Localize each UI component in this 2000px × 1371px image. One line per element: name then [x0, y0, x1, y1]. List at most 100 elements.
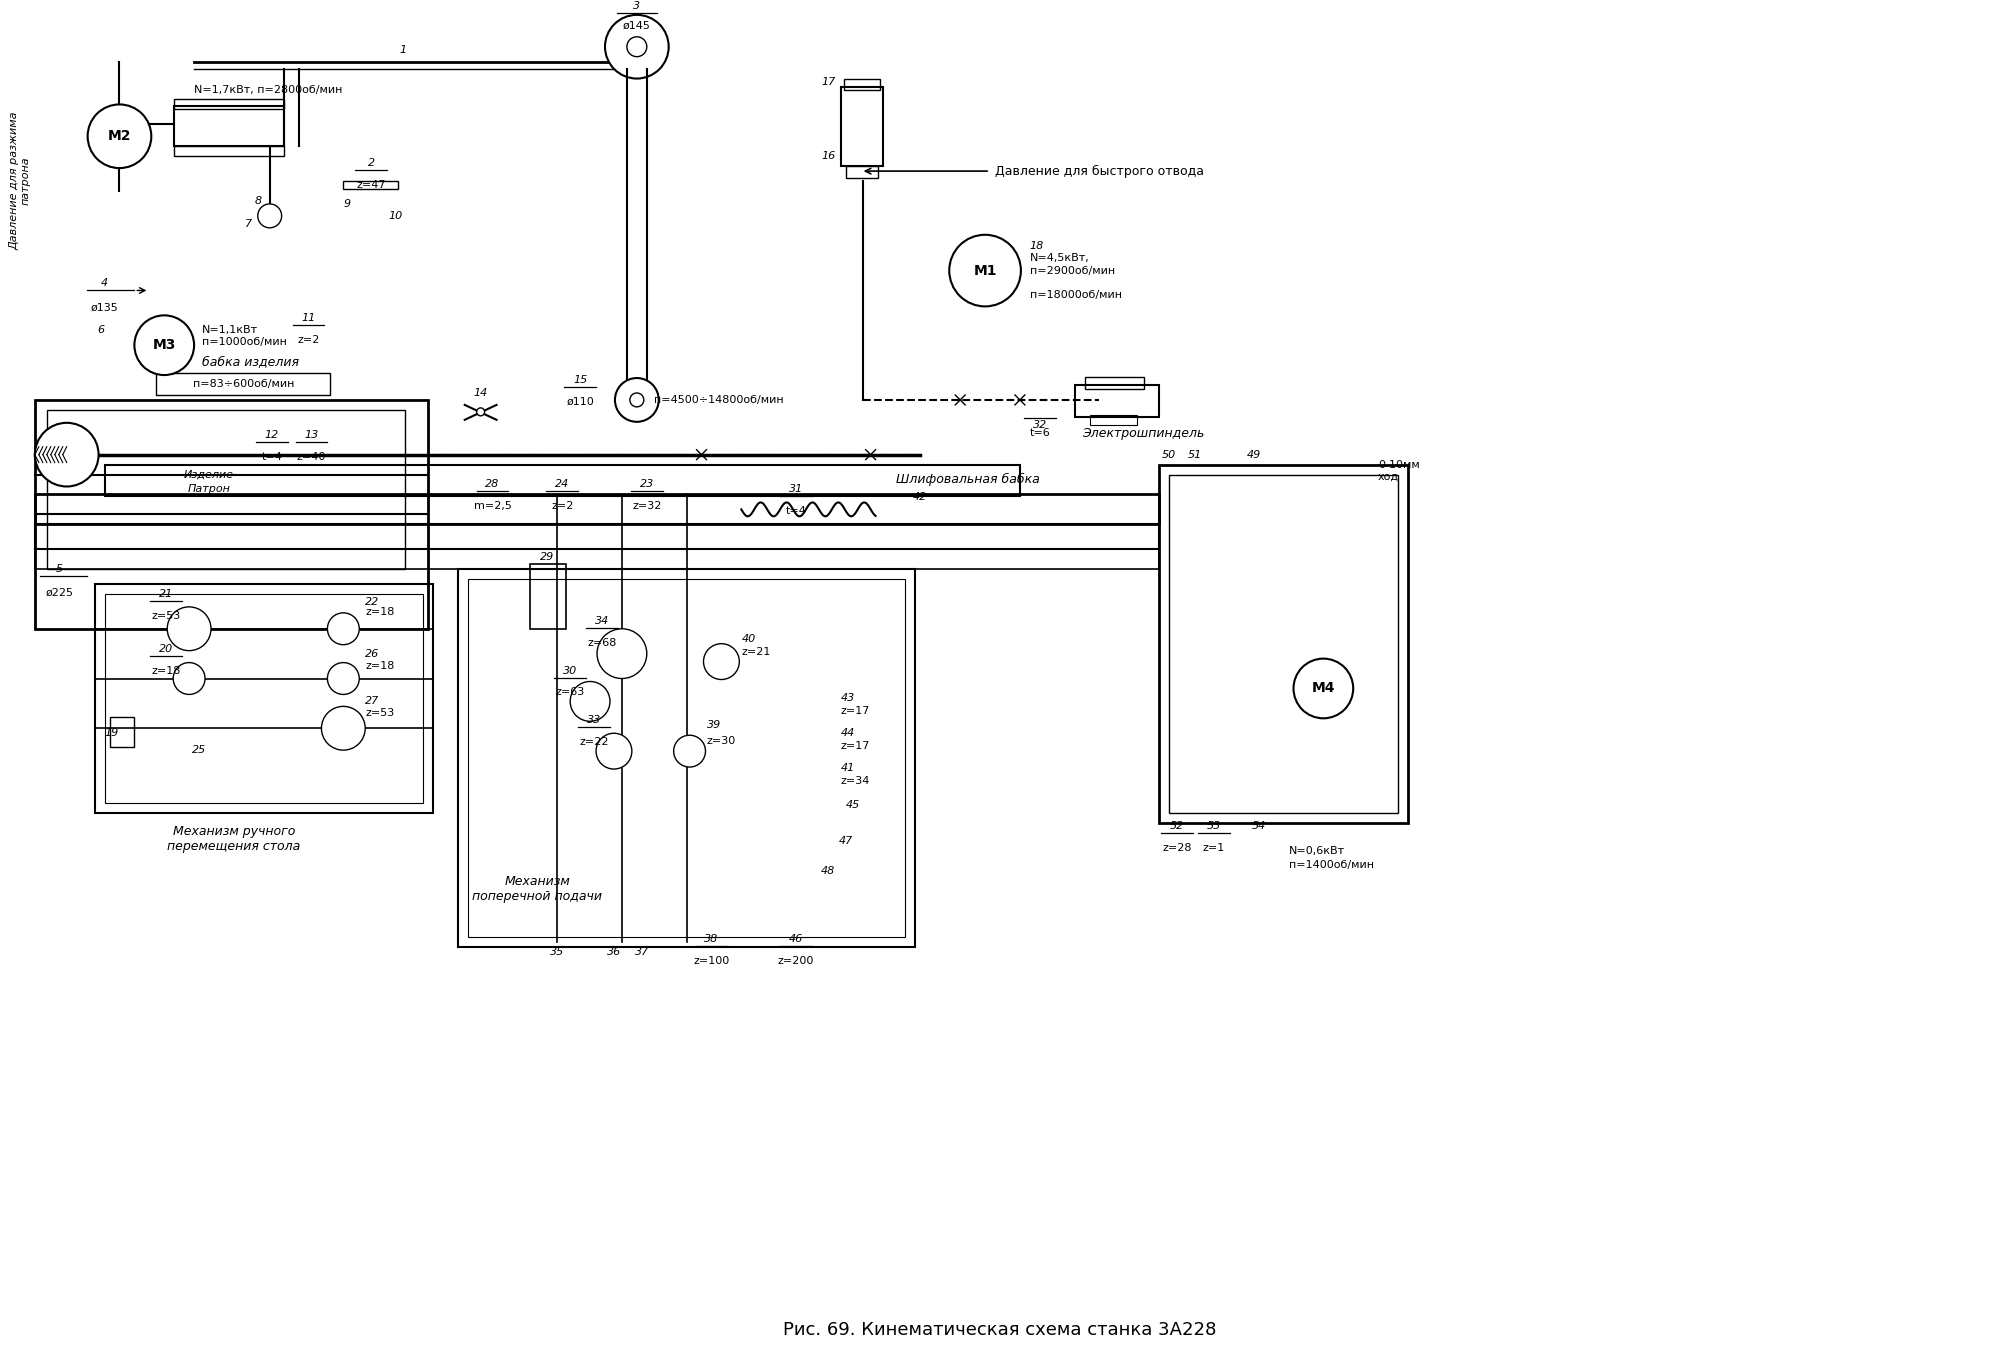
- Bar: [1170, 474, 1398, 813]
- Text: z=17: z=17: [840, 742, 870, 751]
- Circle shape: [598, 629, 646, 679]
- Circle shape: [88, 104, 152, 169]
- Bar: [530, 563, 566, 629]
- Circle shape: [174, 662, 206, 695]
- Bar: [1160, 465, 1408, 823]
- Text: 20: 20: [160, 643, 174, 654]
- Text: 19: 19: [104, 728, 118, 738]
- Circle shape: [606, 15, 668, 78]
- Text: 8: 8: [254, 196, 262, 206]
- Text: 17: 17: [822, 77, 836, 86]
- Text: 12: 12: [264, 429, 278, 440]
- Text: Давление для быстрого отвода: Давление для быстрого отвода: [996, 165, 1204, 178]
- Text: t=4: t=4: [262, 451, 282, 462]
- Text: z=21: z=21: [742, 647, 770, 657]
- Text: Давление для разжима
патрона: Давление для разжима патрона: [10, 112, 30, 251]
- Text: z=22: z=22: [580, 738, 608, 747]
- Text: z=32: z=32: [632, 502, 662, 511]
- Text: Патрон: Патрон: [188, 484, 230, 495]
- Text: 33: 33: [586, 716, 602, 725]
- Bar: [34, 400, 428, 629]
- Text: 0-10мм
ход: 0-10мм ход: [1378, 459, 1420, 481]
- Text: 50: 50: [1162, 450, 1176, 459]
- Text: 42: 42: [914, 492, 928, 502]
- Text: z=47: z=47: [356, 180, 386, 191]
- Bar: [1090, 415, 1138, 425]
- Text: 11: 11: [302, 314, 316, 324]
- Bar: [104, 465, 1020, 496]
- Bar: [458, 569, 916, 947]
- Circle shape: [626, 37, 646, 56]
- Text: 9: 9: [344, 199, 350, 208]
- Text: 37: 37: [634, 947, 648, 957]
- Text: М3: М3: [152, 339, 176, 352]
- Text: 47: 47: [838, 836, 854, 846]
- Bar: [174, 100, 284, 110]
- Circle shape: [168, 607, 212, 651]
- Text: z=53: z=53: [366, 709, 394, 718]
- Text: Изделие: Изделие: [184, 470, 234, 480]
- Circle shape: [614, 378, 658, 422]
- Text: ø225: ø225: [46, 588, 74, 598]
- Text: 7: 7: [244, 219, 252, 229]
- Text: 49: 49: [1246, 450, 1260, 459]
- Text: 5: 5: [56, 563, 64, 574]
- Text: 29: 29: [540, 553, 554, 562]
- Text: п=4500÷14800об/мин: п=4500÷14800об/мин: [654, 395, 784, 404]
- Text: 41: 41: [840, 764, 856, 773]
- Circle shape: [570, 681, 610, 721]
- Text: 24: 24: [556, 480, 570, 489]
- Text: 16: 16: [822, 151, 836, 162]
- Text: 53: 53: [1206, 821, 1222, 831]
- Bar: [844, 78, 880, 90]
- Text: М2: М2: [108, 129, 132, 143]
- Bar: [94, 584, 432, 813]
- Circle shape: [134, 315, 194, 376]
- Bar: [46, 410, 406, 569]
- Text: t=4: t=4: [786, 506, 806, 517]
- Text: 54: 54: [1252, 821, 1266, 831]
- Text: z=18: z=18: [366, 661, 394, 670]
- Bar: [1074, 385, 1160, 417]
- Text: 48: 48: [820, 865, 836, 876]
- Circle shape: [258, 204, 282, 228]
- Bar: [34, 524, 1160, 550]
- Text: z=2: z=2: [552, 502, 574, 511]
- Text: Рис. 69. Кинематическая схема станка 3А228: Рис. 69. Кинематическая схема станка 3А2…: [784, 1322, 1216, 1339]
- Text: п=1400об/мин: п=1400об/мин: [1288, 860, 1374, 869]
- Text: 21: 21: [160, 590, 174, 599]
- Text: 14: 14: [474, 388, 488, 398]
- Circle shape: [630, 393, 644, 407]
- Bar: [344, 181, 398, 189]
- Circle shape: [1294, 658, 1354, 718]
- Text: 13: 13: [304, 429, 318, 440]
- Bar: [174, 147, 284, 156]
- Text: 40: 40: [742, 633, 756, 644]
- Text: 15: 15: [574, 376, 588, 385]
- Text: 10: 10: [388, 211, 402, 221]
- Text: 1: 1: [400, 45, 406, 55]
- Text: 30: 30: [564, 665, 578, 676]
- Text: 3: 3: [634, 1, 640, 11]
- Text: п=83÷600об/мин: п=83÷600об/мин: [194, 378, 294, 389]
- Bar: [468, 579, 906, 938]
- Text: 51: 51: [1188, 450, 1202, 459]
- Text: 39: 39: [706, 720, 720, 731]
- Text: 34: 34: [594, 616, 610, 625]
- Circle shape: [322, 706, 366, 750]
- Text: z=100: z=100: [694, 956, 730, 967]
- Text: 31: 31: [788, 484, 804, 495]
- Text: z=63: z=63: [556, 687, 584, 698]
- Text: N=1,1кВт: N=1,1кВт: [202, 325, 258, 336]
- Text: 4: 4: [100, 278, 108, 288]
- Text: N=4,5кВт,: N=4,5кВт,: [1030, 252, 1090, 263]
- Text: N=1,7кВт, п=2800об/мин: N=1,7кВт, п=2800об/мин: [194, 85, 342, 95]
- Text: 28: 28: [486, 480, 500, 489]
- Text: п=2900об/мин: п=2900об/мин: [1030, 266, 1114, 276]
- Text: М4: М4: [1312, 681, 1336, 695]
- Circle shape: [476, 409, 484, 415]
- Text: п=1000об/мин: п=1000об/мин: [202, 337, 286, 347]
- Text: t=6: t=6: [1030, 428, 1050, 437]
- Text: z=30: z=30: [706, 736, 736, 746]
- Text: ø110: ø110: [566, 398, 594, 407]
